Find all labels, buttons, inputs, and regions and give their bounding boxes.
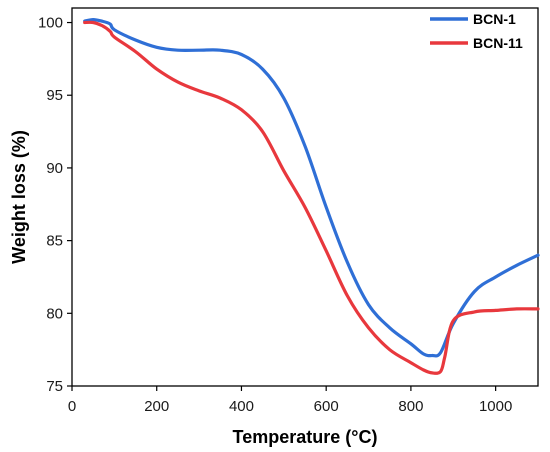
- series-line-bcn-11: [83, 20, 540, 375]
- legend-label-bcn-1: BCN-1: [473, 11, 516, 27]
- x-tick-label: 0: [68, 398, 76, 415]
- y-tick-label: 90: [46, 160, 63, 177]
- ticks-layer: 0 200 400 600 800 1000 75 80 85 90 95 100: [38, 15, 512, 415]
- x-tick-label: 1000: [479, 398, 512, 415]
- x-tick-label: 600: [314, 398, 339, 415]
- y-tick-label: 95: [46, 87, 63, 104]
- series-layer: [83, 18, 540, 375]
- x-tick-label: 800: [398, 398, 423, 415]
- legend-label-bcn-11: BCN-11: [473, 35, 523, 51]
- y-tick-label: 100: [38, 15, 63, 32]
- y-tick-label: 80: [46, 305, 63, 322]
- y-axis-title: Weight loss (%): [9, 130, 29, 264]
- x-tick-label: 400: [229, 398, 254, 415]
- y-tick-label: 75: [46, 378, 63, 395]
- series-line-bcn-1: [83, 18, 540, 358]
- y-tick-label: 85: [46, 233, 63, 250]
- x-tick-label: 200: [144, 398, 169, 415]
- plot-frame: [71, 7, 539, 387]
- x-axis-title: Temperature (°C): [233, 427, 378, 447]
- legend: BCN-1 BCN-11: [430, 11, 523, 51]
